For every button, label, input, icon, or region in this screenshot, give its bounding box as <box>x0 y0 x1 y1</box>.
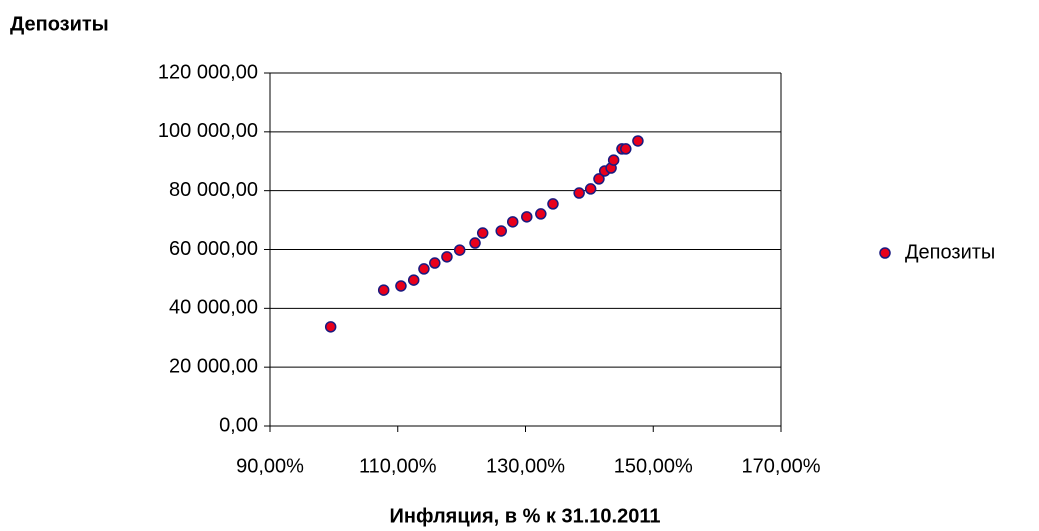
point <box>407 274 420 286</box>
legend-label: Депозиты <box>905 241 995 263</box>
point <box>620 143 632 155</box>
point <box>573 187 585 199</box>
x-tick-label: 130,00% <box>486 455 565 477</box>
point <box>469 237 481 249</box>
point <box>395 280 407 292</box>
point <box>607 154 620 166</box>
x-tick-label: 90,00% <box>236 455 304 477</box>
point <box>324 321 337 333</box>
y-tick-label: 100 000,00 <box>158 120 258 142</box>
point <box>441 251 453 263</box>
y-tick-label: 40 000,00 <box>169 297 258 319</box>
y-tick-label: 120 000,00 <box>158 61 258 83</box>
point <box>429 257 441 269</box>
legend-marker <box>879 247 891 259</box>
point <box>418 263 430 275</box>
chart-title: Депозиты <box>10 13 109 35</box>
point <box>521 211 533 223</box>
point <box>453 244 466 256</box>
point <box>476 227 489 239</box>
x-tick-label: 150,00% <box>614 455 693 477</box>
point <box>584 183 597 195</box>
point <box>632 135 644 147</box>
point <box>547 198 559 210</box>
y-tick-label: 60 000,00 <box>169 238 258 260</box>
point <box>535 208 547 220</box>
point <box>377 284 390 296</box>
x-tick-label: 110,00% <box>359 455 437 477</box>
y-tick-label: 0,00 <box>219 414 258 436</box>
point <box>593 173 605 185</box>
point <box>506 216 519 228</box>
y-tick-label: 20 000,00 <box>169 355 258 377</box>
x-tick-label: 170,00% <box>742 455 821 477</box>
y-tick-label: 80 000,00 <box>169 179 258 201</box>
x-axis-title: Инфляция, в % к 31.10.2011 <box>390 505 661 527</box>
point <box>495 225 507 237</box>
